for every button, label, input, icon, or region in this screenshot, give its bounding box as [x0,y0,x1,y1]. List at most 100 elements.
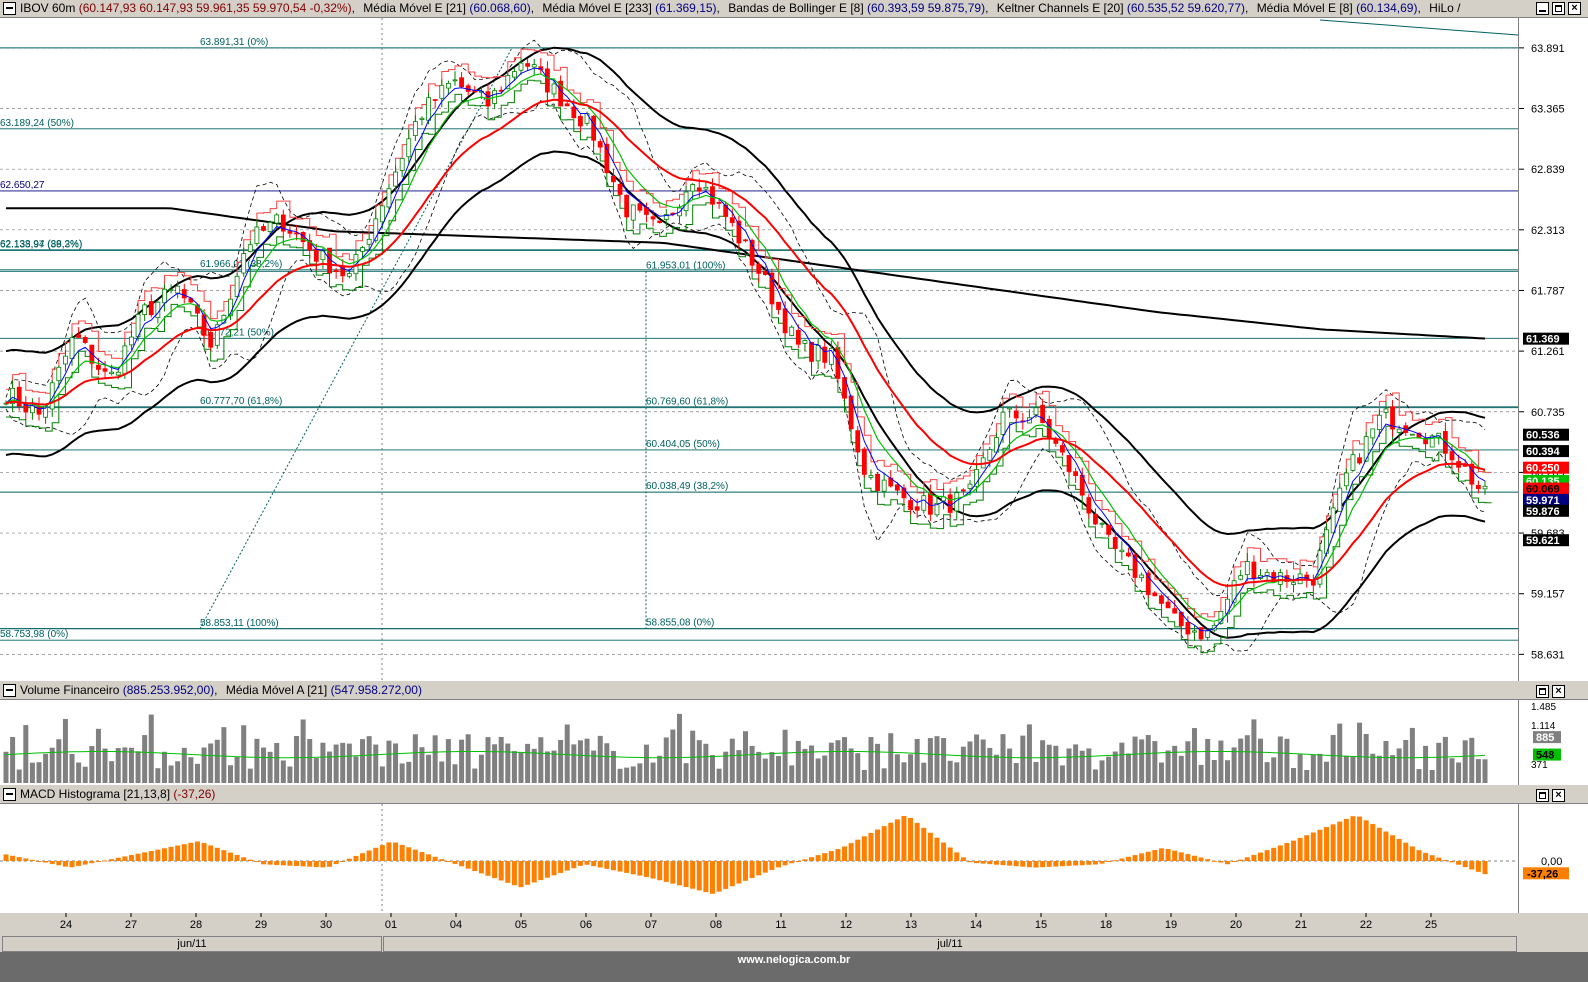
candle [1073,471,1079,476]
candle [234,275,240,298]
volume-bar [208,743,214,783]
price-scale-svg: 63.891 63.365 62.839 62.313 61.787 61.261 60.7… [1519,43,1569,661]
volume-bar [234,756,240,783]
close-icon[interactable]: × [1568,2,1581,15]
macd-bar [366,850,372,861]
candle [1033,407,1039,416]
macd-bar [1007,861,1013,866]
macd-tag: -37,26 [1527,868,1558,880]
volume-bar [888,733,894,783]
macd-bar [670,861,676,884]
macd-bar [1469,861,1475,870]
candle [1310,580,1316,586]
candle [617,183,623,195]
ma8-label: Média Móvel E [8] [1256,1,1353,15]
macd-bar [122,856,128,861]
ma233-label: Média Móvel E [233] [542,1,652,15]
volume-bar [980,739,986,783]
price-scale[interactable]: 63.891 63.365 62.839 62.313 61.787 61.261 60.7… [1518,18,1588,681]
volume-bar [95,728,101,783]
candle [1013,410,1019,419]
volume-chart-area[interactable] [0,700,1518,785]
candle [412,121,418,137]
candle [1231,580,1237,603]
volume-bar [1317,753,1323,783]
macd-bar [1145,851,1151,861]
volume-bar [564,724,570,783]
macd-chart-area[interactable] [0,804,1518,913]
volume-bar [828,742,834,783]
macd-bar [729,861,735,887]
macd-scale[interactable]: 0,00 -37,26 [1518,804,1588,913]
macd-bar [663,861,669,882]
macd-bar [406,847,412,861]
candle [1469,463,1475,485]
volume-bar [1258,738,1264,783]
macd-bar [921,827,927,861]
candle [1409,433,1415,436]
volume-bar [703,743,709,783]
maximize-icon[interactable] [1536,685,1549,698]
macd-bar [987,861,993,865]
maximize-icon[interactable] [1536,789,1549,802]
date-label: 18 [1100,919,1112,931]
volume-bar [254,738,260,783]
volume-bar [1403,739,1409,783]
volume-bar [591,750,597,783]
macd-title: MACD Histograma [21,13,8] [20,787,171,801]
candle [769,272,775,305]
macd-bar [1185,854,1191,861]
macd-bar [809,857,815,861]
volume-bar [1297,754,1303,783]
volume-bar [941,738,947,783]
macd-bar [452,861,458,864]
volume-bar [835,740,841,783]
candle [518,62,524,71]
macd-bar [1436,857,1442,861]
minimize-icon[interactable] [1536,2,1549,15]
volume-scale[interactable]: 1.485 1.114 371 885 548 [1518,700,1588,785]
candle [1211,625,1217,631]
panel-collapse-icon[interactable] [3,788,16,801]
volume-bar [373,744,379,783]
volume-bar [511,751,517,783]
volume-bar [518,752,524,783]
maximize-icon[interactable] [1552,2,1565,15]
volume-bar [881,768,887,783]
footer-url[interactable]: www.nelogica.com.br [737,954,851,966]
volume-bar [875,743,881,783]
macd-bar [379,845,385,861]
price-scale-label: 61.261 [1531,346,1565,358]
fibonacci-label: 62.650,27 [0,180,45,191]
volume-bar [1324,761,1330,783]
volume-bar [307,739,313,783]
macd-bar [1106,861,1112,862]
price-tag-bg [1523,504,1569,517]
volume-bar [571,744,577,783]
close-icon[interactable]: × [1552,685,1565,698]
macd-bar [980,861,986,864]
candle [181,289,187,299]
volume-bar [1139,739,1145,783]
candle [663,214,669,220]
candle [1429,435,1435,448]
macd-bar [544,861,550,878]
candle [109,371,115,375]
panel-collapse-icon[interactable] [3,684,16,697]
candle [96,364,101,370]
volume-bar [459,739,465,783]
fibonacci-label: 62.133,97 (89,3%) [0,239,82,250]
close-icon[interactable]: × [1552,789,1565,802]
volume-bar [1469,737,1475,783]
volume-bar [49,747,55,783]
date-axis[interactable]: 24 27 28 29 30 01 04 05 06 07 08 11 12 13 14 15 18 19 20 21… [0,913,1518,936]
panel-collapse-icon[interactable] [3,2,16,15]
price-chart-area[interactable]: 63.891,31 (0%) 63.189,24 (50%) 62.650,27 62… [0,18,1519,681]
macd-bar [386,842,392,861]
macd-value: (-37,26) [173,787,216,801]
candle [571,106,577,119]
macd-bar [1125,856,1131,861]
volume-bar [89,746,95,783]
macd-bar [485,861,491,876]
volume-bar [399,763,405,783]
